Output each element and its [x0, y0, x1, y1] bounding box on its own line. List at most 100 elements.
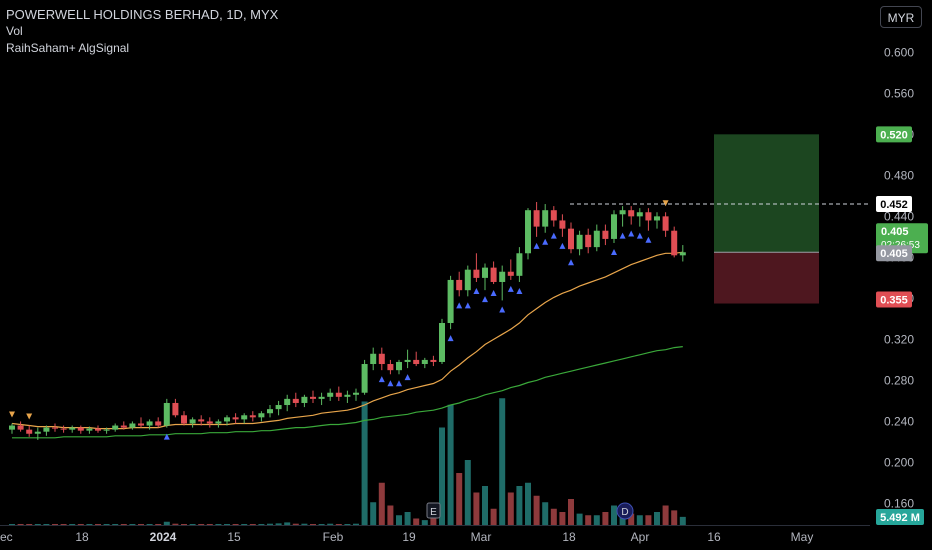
candle[interactable]: [310, 390, 316, 403]
candle[interactable]: [69, 425, 76, 433]
candle[interactable]: [533, 202, 540, 237]
candle[interactable]: [654, 212, 660, 229]
candle[interactable]: [267, 405, 273, 418]
candle[interactable]: [344, 390, 351, 403]
candle[interactable]: [146, 419, 153, 430]
candle[interactable]: [258, 411, 265, 422]
candle[interactable]: [378, 347, 385, 371]
candle[interactable]: [86, 426, 93, 434]
currency-button[interactable]: MYR: [880, 6, 922, 28]
candle[interactable]: [550, 206, 557, 227]
candle[interactable]: [112, 423, 119, 432]
candle[interactable]: [181, 411, 187, 426]
candle[interactable]: [327, 388, 334, 401]
volume-bar: [60, 524, 67, 525]
candle[interactable]: [301, 394, 308, 408]
candle[interactable]: [593, 224, 600, 252]
candle-body: [310, 396, 316, 399]
candle-body: [387, 364, 394, 371]
y-tick-label: 0.200: [884, 455, 914, 469]
indicator-algsignal[interactable]: RaihSaham+ AlgSignal: [6, 41, 130, 55]
candle[interactable]: [120, 421, 127, 430]
candle[interactable]: [421, 357, 428, 369]
candle[interactable]: [413, 351, 420, 367]
symbol-title[interactable]: POWERWELL HOLDINGS BERHAD, 1D, MYX: [6, 7, 279, 22]
candle[interactable]: [103, 427, 110, 434]
candle[interactable]: [439, 318, 445, 365]
candle[interactable]: [473, 253, 480, 282]
candle[interactable]: [482, 263, 488, 291]
x-tick-label: 15: [227, 530, 241, 544]
candle-body: [619, 210, 626, 215]
candle[interactable]: [43, 425, 50, 436]
candle[interactable]: [576, 230, 583, 256]
candle[interactable]: [77, 425, 84, 434]
candle[interactable]: [559, 214, 566, 237]
candle[interactable]: [430, 355, 437, 367]
candle[interactable]: [9, 423, 15, 434]
candle[interactable]: [60, 425, 67, 433]
candle[interactable]: [163, 398, 170, 428]
volume-bar: [636, 515, 643, 525]
candle[interactable]: [206, 417, 213, 428]
candle[interactable]: [499, 265, 506, 301]
candle[interactable]: [189, 417, 196, 428]
candle[interactable]: [198, 415, 205, 426]
candle[interactable]: [318, 392, 325, 406]
candle[interactable]: [129, 421, 136, 430]
candle[interactable]: [628, 206, 635, 225]
candle[interactable]: [404, 349, 411, 369]
earnings-marker[interactable]: E: [426, 502, 441, 519]
candle[interactable]: [155, 417, 162, 428]
candle[interactable]: [361, 359, 368, 395]
target-zone[interactable]: [714, 134, 819, 253]
candle[interactable]: [568, 222, 574, 254]
candle[interactable]: [396, 359, 402, 375]
candle[interactable]: [292, 392, 299, 408]
candle[interactable]: [34, 427, 41, 440]
candle[interactable]: [645, 208, 652, 231]
candle-body: [396, 361, 402, 371]
x-tick-label: Mar: [471, 530, 492, 544]
candle[interactable]: [464, 265, 471, 297]
candle[interactable]: [370, 347, 377, 371]
candle-body: [129, 423, 136, 428]
candle[interactable]: [636, 208, 643, 227]
candle[interactable]: [456, 271, 463, 297]
candle[interactable]: [671, 226, 678, 258]
candle[interactable]: [387, 359, 394, 375]
candle[interactable]: [26, 425, 33, 437]
candle[interactable]: [516, 247, 523, 282]
candle[interactable]: [611, 210, 617, 244]
candle[interactable]: [172, 398, 179, 418]
candle[interactable]: [241, 413, 248, 424]
candle[interactable]: [507, 259, 514, 280]
candle[interactable]: [95, 425, 101, 433]
candle[interactable]: [17, 421, 24, 432]
candle[interactable]: [602, 224, 609, 246]
candle[interactable]: [542, 204, 549, 233]
dividend-marker[interactable]: D: [616, 502, 634, 520]
candle[interactable]: [490, 261, 497, 285]
candle[interactable]: [619, 206, 626, 227]
candle[interactable]: [679, 245, 686, 262]
candle[interactable]: [525, 208, 531, 260]
candle[interactable]: [232, 413, 239, 424]
candle[interactable]: [249, 411, 256, 422]
volume-bar: [138, 524, 144, 525]
candle[interactable]: [585, 228, 592, 254]
candle[interactable]: [138, 417, 144, 428]
candle[interactable]: [353, 388, 359, 401]
candle[interactable]: [284, 394, 291, 412]
indicator-volume[interactable]: Vol: [6, 24, 23, 38]
candle[interactable]: [215, 419, 222, 428]
volume-bar: [344, 524, 351, 525]
candle[interactable]: [447, 275, 454, 330]
candle[interactable]: [662, 212, 669, 237]
candle[interactable]: [275, 400, 282, 416]
candle[interactable]: [335, 386, 342, 401]
candle[interactable]: [52, 423, 58, 432]
stop-zone[interactable]: [714, 252, 819, 304]
candle[interactable]: [224, 415, 230, 426]
